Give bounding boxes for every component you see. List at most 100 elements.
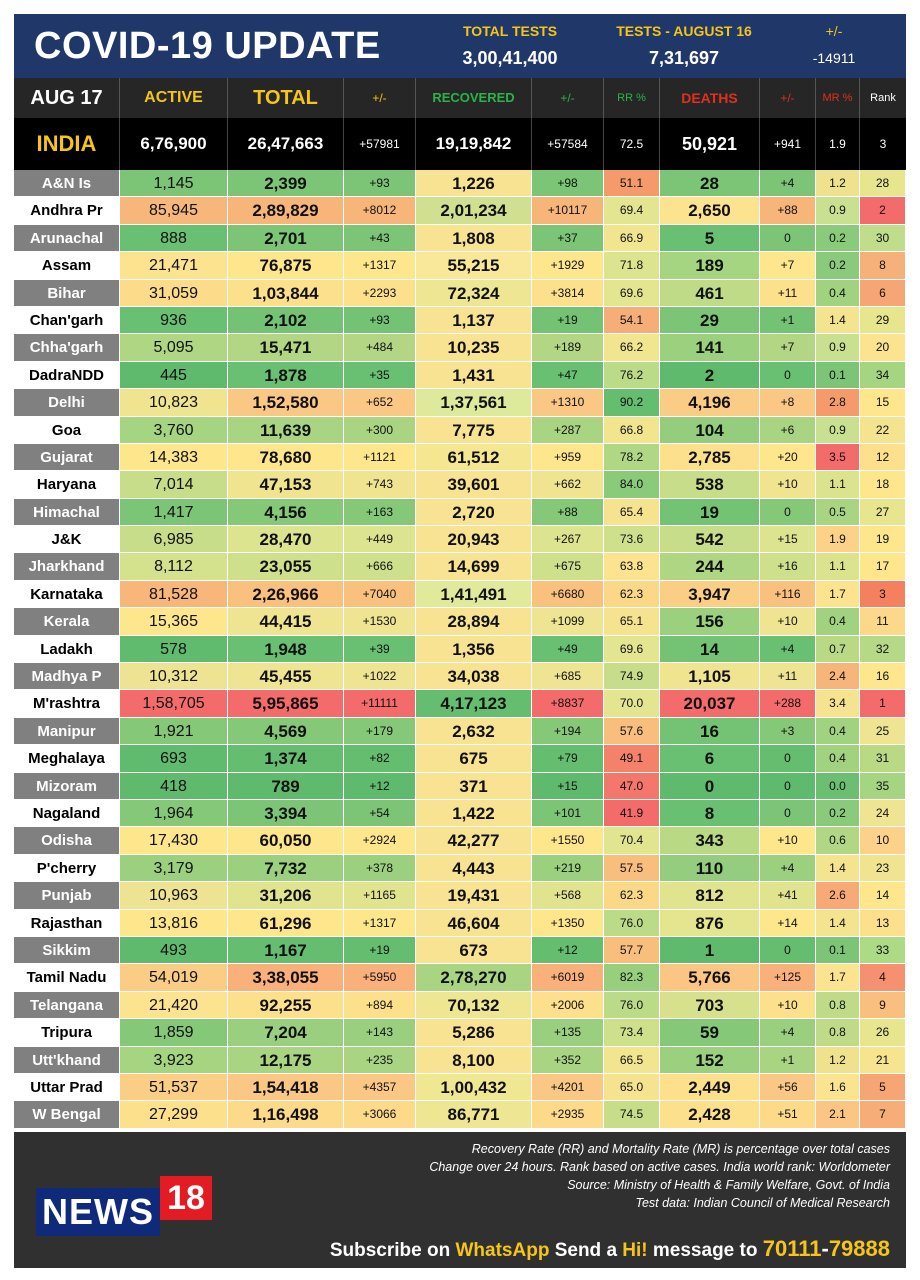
table-row: Tamil Nadu 54,019 3,38,055 +5950 2,78,270 +60… [14, 964, 906, 992]
rr-cell: 41.9 [604, 799, 660, 828]
total-cell: 28,470 [228, 526, 344, 554]
recovered-change-cell: +2935 [532, 1101, 604, 1129]
recovered-cell: 19,431 [416, 882, 532, 910]
deaths-cell: 542 [660, 526, 760, 554]
whatsapp-word: WhatsApp [455, 1240, 550, 1261]
recovered-cell: 39,601 [416, 471, 532, 499]
note-rates: Recovery Rate (RR) and Mortality Rate (M… [471, 1142, 890, 1156]
total-cell: 78,680 [228, 443, 344, 472]
rank-cell: 30 [860, 224, 906, 253]
deaths-cell: 2,650 [660, 197, 760, 225]
state-name: Jharkhand [14, 553, 120, 581]
table-row: Ladakh 578 1,948 +39 1,356 +49 69.6 14 +4 0.7 32 [14, 635, 906, 664]
mr-cell: 0.2 [816, 799, 860, 828]
rank-cell: 12 [860, 443, 906, 472]
deaths-change-cell: +4 [760, 1019, 816, 1047]
mr-cell: 0.9 [816, 416, 860, 444]
logo-18-badge: 18 [160, 1176, 212, 1220]
state-name: Ladakh [14, 635, 120, 664]
recovered-cell: 7,775 [416, 416, 532, 444]
mr-cell: 2.4 [816, 663, 860, 691]
recovered-change-cell: +15 [532, 772, 604, 800]
table-row: Uttar Prad 51,537 1,54,418 +4357 1,00,432 +42… [14, 1073, 906, 1102]
deaths-change-cell: +1 [760, 1046, 816, 1074]
total-change-cell: +449 [344, 526, 416, 554]
total-change-cell: +2293 [344, 279, 416, 307]
mr-cell: 1.7 [816, 580, 860, 609]
mr-cell: 1.4 [816, 854, 860, 883]
deaths-cell: 3,947 [660, 580, 760, 609]
table-row: J&K 6,985 28,470 +449 20,943 +267 73.6 542 +15 1.… [14, 526, 906, 554]
active-cell: 5,095 [120, 334, 228, 362]
total-change-cell: +143 [344, 1019, 416, 1047]
active-cell: 6,985 [120, 526, 228, 554]
deaths-change-cell: +10 [760, 471, 816, 499]
recovered-cell: 1,00,432 [416, 1073, 532, 1102]
recovered-cell: 1,137 [416, 306, 532, 335]
state-name: Kerala [14, 608, 120, 636]
recovered-change-cell: +135 [532, 1019, 604, 1047]
rr-cell: 70.0 [604, 690, 660, 718]
covid-update-card: COVID-19 UPDATE TOTAL TESTS 3,00,41,400 … [14, 14, 906, 1268]
total-change-cell: +378 [344, 854, 416, 883]
recovered-change-cell: +12 [532, 936, 604, 965]
total-change-cell: +300 [344, 416, 416, 444]
news18-logo: NEWS 18 [36, 1176, 212, 1236]
total-cell: 1,16,498 [228, 1101, 344, 1129]
active-cell: 1,921 [120, 717, 228, 746]
deaths-cell: 343 [660, 827, 760, 855]
rank-cell: 14 [860, 882, 906, 910]
total-cell: 76,875 [228, 252, 344, 280]
state-name: Himachal [14, 498, 120, 527]
rr-cell: 49.1 [604, 745, 660, 773]
total-change-cell: +19 [344, 936, 416, 965]
deaths-change-cell: +125 [760, 964, 816, 992]
phone-dash: - [821, 1236, 829, 1261]
deaths-cell: 1,105 [660, 663, 760, 691]
total-change-header: +/- [344, 78, 416, 118]
total-change-cell: +43 [344, 224, 416, 253]
total-change-cell: +1530 [344, 608, 416, 636]
deaths-change-cell: +10 [760, 608, 816, 636]
recovered-cell: 28,894 [416, 608, 532, 636]
recovered-change-cell: +4201 [532, 1073, 604, 1102]
active-cell: 14,383 [120, 443, 228, 472]
state-name: Gujarat [14, 443, 120, 472]
mr-cell: 0.4 [816, 608, 860, 636]
state-name: Tamil Nadu [14, 964, 120, 992]
rank-cell: 3 [860, 580, 906, 609]
total-cell: 1,374 [228, 745, 344, 773]
total-change-cell: +54 [344, 799, 416, 828]
table-row: Assam 21,471 76,875 +1317 55,215 +1929 71.8 189… [14, 252, 906, 280]
total-cell: 2,26,966 [228, 580, 344, 609]
total-cell: 60,050 [228, 827, 344, 855]
table-row: Haryana 7,014 47,153 +743 39,601 +662 84.0 538 +… [14, 471, 906, 499]
recovered-cell: 14,699 [416, 553, 532, 581]
table-row: W Bengal 27,299 1,16,498 +3066 86,771 +2935 74… [14, 1101, 906, 1129]
active-cell: 8,112 [120, 553, 228, 581]
recovered-cell: 673 [416, 936, 532, 965]
total-cell: 3,394 [228, 799, 344, 828]
rank-cell: 23 [860, 854, 906, 883]
recovered-change-cell: +6019 [532, 964, 604, 992]
state-name: Odisha [14, 827, 120, 855]
active-cell: 10,823 [120, 389, 228, 417]
rr-cell: 76.0 [604, 909, 660, 937]
deaths-change-cell: +41 [760, 882, 816, 910]
rr-cell: 54.1 [604, 306, 660, 335]
deaths-change-cell: +4 [760, 854, 816, 883]
deaths-cell: 2,785 [660, 443, 760, 472]
total-change-cell: +894 [344, 991, 416, 1020]
table-row: Utt'khand 3,923 12,175 +235 8,100 +352 66.5 152… [14, 1046, 906, 1074]
state-name: Haryana [14, 471, 120, 499]
total-cell: 3,38,055 [228, 964, 344, 992]
recovered-change-cell: +79 [532, 745, 604, 773]
total-change-cell: +652 [344, 389, 416, 417]
active-cell: 1,859 [120, 1019, 228, 1047]
state-name: Andhra Pr [14, 197, 120, 225]
note-change: Change over 24 hours. Rank based on acti… [429, 1160, 890, 1174]
total-cell: 1,52,580 [228, 389, 344, 417]
table-row: Manipur 1,921 4,569 +179 2,632 +194 57.6 16 +3 0.… [14, 717, 906, 746]
recovered-change-cell: +1310 [532, 389, 604, 417]
total-cell: 7,204 [228, 1019, 344, 1047]
